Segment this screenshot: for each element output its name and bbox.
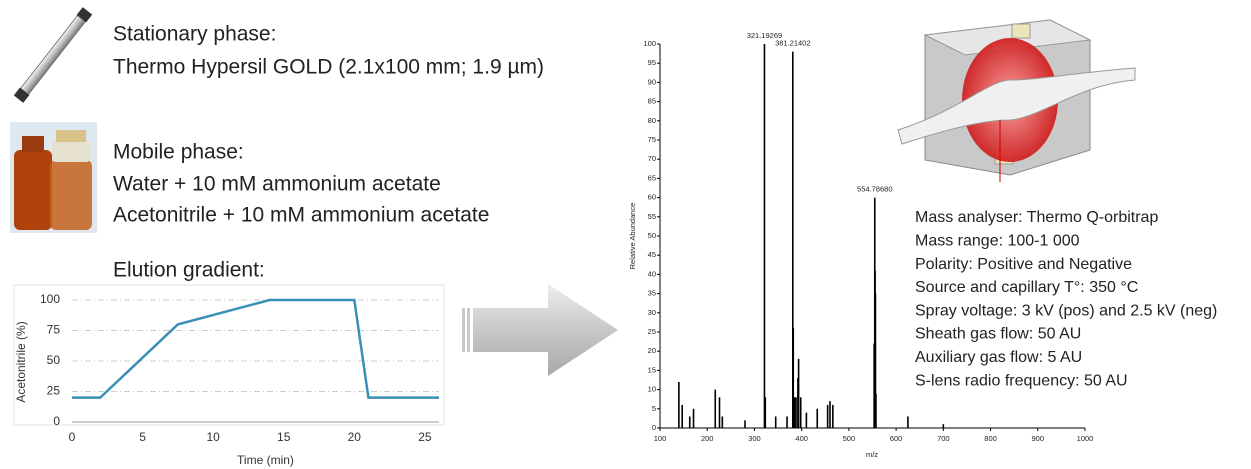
stationary-heading: Stationary phase: bbox=[113, 23, 276, 46]
y-axis-label: Relative Abundance bbox=[628, 203, 637, 270]
x-tick-label: 10 bbox=[206, 430, 220, 444]
x-tick-label: 5 bbox=[139, 430, 146, 444]
ms-setting: Mass range: 100-1 000 bbox=[915, 233, 1080, 250]
stationary-detail: Thermo Hypersil GOLD (2.1x100 mm; 1.9 µm… bbox=[113, 56, 544, 79]
y-tick-label: 30 bbox=[648, 308, 656, 317]
y-tick-label: 25 bbox=[648, 327, 656, 336]
bottles-icon bbox=[10, 122, 97, 233]
gradient-heading: Elution gradient: bbox=[113, 259, 265, 282]
orbitrap-diagram bbox=[897, 19, 1136, 182]
x-tick-label: 200 bbox=[701, 434, 714, 443]
peak-label: 321.19269 bbox=[747, 31, 782, 40]
x-tick-label: 600 bbox=[890, 434, 903, 443]
ms-setting: Sheath gas flow: 50 AU bbox=[915, 326, 1081, 343]
y-tick-label: 50 bbox=[47, 353, 61, 367]
plot-frame bbox=[13, 284, 445, 426]
y-tick-label: 60 bbox=[648, 193, 656, 202]
y-tick-label: 75 bbox=[648, 135, 656, 144]
y-tick-label: 25 bbox=[47, 384, 61, 398]
y-tick-label: 0 bbox=[53, 414, 60, 428]
x-tick-label: 15 bbox=[277, 430, 291, 444]
y-tick-label: 50 bbox=[648, 231, 656, 240]
y-tick-label: 90 bbox=[648, 77, 656, 86]
x-tick-label: 25 bbox=[418, 430, 432, 444]
y-tick-label: 0 bbox=[652, 423, 656, 432]
peak-label: 381.21402 bbox=[775, 39, 810, 48]
ms-setting: Source and capillary T°: 350 °C bbox=[915, 279, 1138, 296]
x-tick-label: 700 bbox=[937, 434, 950, 443]
ms-setting: Polarity: Positive and Negative bbox=[915, 256, 1132, 273]
y-tick-label: 5 bbox=[652, 404, 656, 413]
column-icon bbox=[13, 7, 93, 103]
y-tick-label: 95 bbox=[648, 58, 656, 67]
y-tick-label: 80 bbox=[648, 116, 656, 125]
peak-label: 554.78680 bbox=[857, 185, 892, 194]
ms-setting: Auxiliary gas flow: 5 AU bbox=[915, 349, 1082, 366]
y-axis-label: Acetonitrile (%) bbox=[14, 321, 28, 402]
y-tick-label: 35 bbox=[648, 289, 656, 298]
ms-setting: Mass analyser: Thermo Q-orbitrap bbox=[915, 209, 1158, 226]
y-tick-label: 100 bbox=[40, 292, 60, 306]
x-tick-label: 100 bbox=[654, 434, 667, 443]
x-tick-label: 800 bbox=[984, 434, 997, 443]
y-tick-label: 40 bbox=[648, 269, 656, 278]
ms-setting: S-lens radio frequency: 50 AU bbox=[915, 372, 1128, 389]
x-tick-label: 1000 bbox=[1077, 434, 1094, 443]
mobile-heading: Mobile phase: bbox=[113, 141, 244, 164]
y-tick-label: 20 bbox=[648, 346, 656, 355]
mobile-line: Acetonitrile + 10 mM ammonium acetate bbox=[113, 204, 489, 227]
ms-setting: Spray voltage: 3 kV (pos) and 2.5 kV (ne… bbox=[915, 302, 1217, 319]
y-tick-label: 75 bbox=[47, 323, 61, 337]
x-tick-label: 0 bbox=[69, 430, 76, 444]
y-tick-label: 15 bbox=[648, 365, 656, 374]
y-tick-label: 65 bbox=[648, 173, 656, 182]
x-axis-label: m/z bbox=[866, 450, 878, 459]
x-axis-label: Time (min) bbox=[237, 453, 294, 467]
x-tick-label: 500 bbox=[843, 434, 856, 443]
y-tick-label: 85 bbox=[648, 97, 656, 106]
series-line bbox=[72, 298, 439, 399]
y-tick-label: 70 bbox=[648, 154, 656, 163]
x-tick-label: 400 bbox=[795, 434, 808, 443]
y-tick-label: 55 bbox=[648, 212, 656, 221]
y-tick-label: 45 bbox=[648, 250, 656, 259]
y-tick-label: 100 bbox=[643, 39, 656, 48]
x-tick-label: 20 bbox=[348, 430, 362, 444]
mobile-line: Water + 10 mM ammonium acetate bbox=[113, 173, 441, 196]
y-tick-label: 10 bbox=[648, 385, 656, 394]
flow-arrow bbox=[462, 284, 618, 376]
x-tick-label: 300 bbox=[748, 434, 761, 443]
x-tick-label: 900 bbox=[1032, 434, 1045, 443]
